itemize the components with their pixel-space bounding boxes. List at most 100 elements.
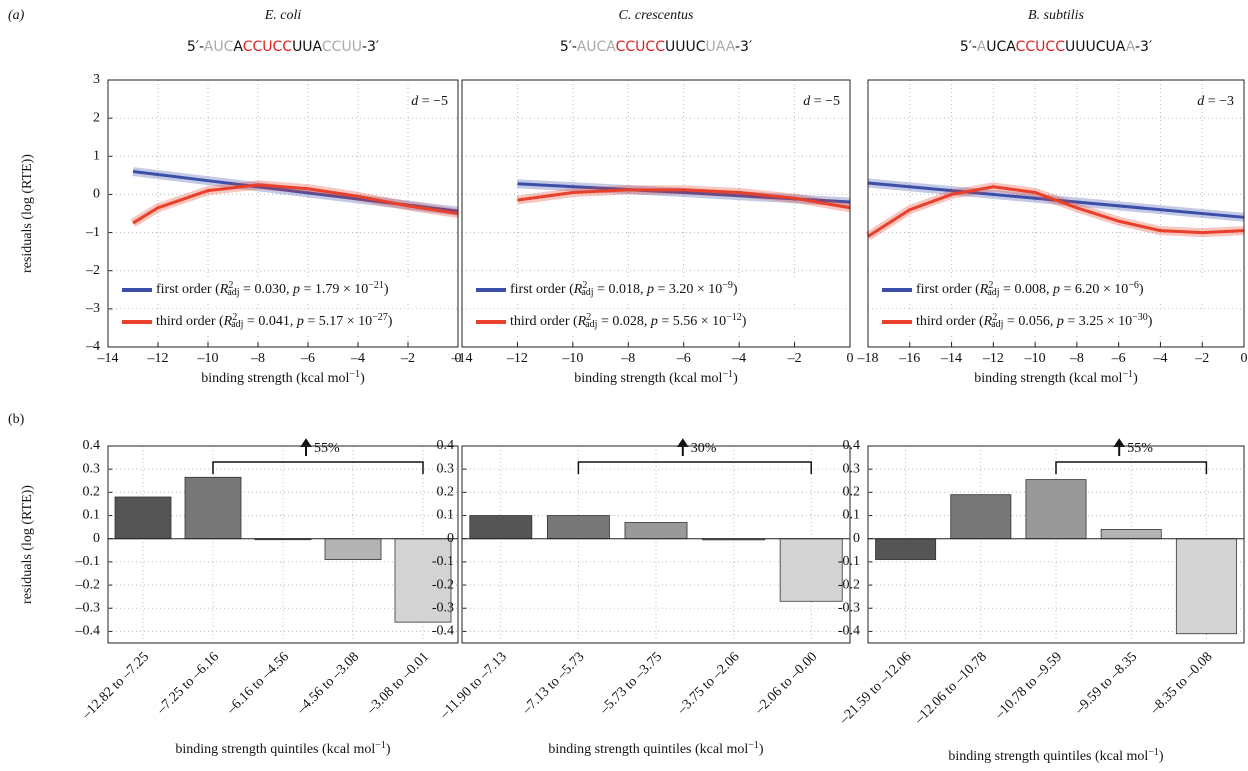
chart-title: B. subtilis — [1028, 8, 1085, 23]
y-axis-label: residuals (log (RTE)) — [20, 485, 35, 604]
sequence-part: -3′ — [362, 39, 379, 55]
y-tick-label: -0.2 — [838, 577, 860, 592]
fit-line — [132, 183, 459, 225]
y-tick-label: 0.1 — [83, 508, 101, 523]
bar — [394, 538, 452, 623]
sequence-part: AUC — [204, 39, 234, 55]
y-tick-label: –3 — [85, 301, 100, 316]
panel-label: (b) — [8, 412, 25, 427]
x-tick-label: –2 — [1194, 351, 1209, 366]
sequence: 5′-AUCACCUCCUUUCUAA-3′ — [560, 39, 752, 55]
annotation: d = −5 — [411, 94, 448, 109]
y-tick-label: 0.1 — [437, 508, 455, 523]
x-tick-label: –10 — [1024, 351, 1046, 366]
bracket-label: 55% — [1127, 441, 1153, 456]
x-axis-label-part: ) — [1133, 371, 1138, 386]
y-tick-label: 0.3 — [437, 461, 455, 476]
x-tick-label: –9.59 to –8.35 — [1072, 649, 1141, 718]
legend-stat: adj — [991, 319, 1003, 330]
x-axis-label: binding strength quintiles (kcal mol−1) — [948, 747, 1164, 764]
sequence-part: 5′- — [187, 39, 204, 55]
annotation-part: d — [803, 94, 811, 109]
x-axis-label-part: ) — [1159, 749, 1164, 764]
x-axis-label-part: −1 — [375, 740, 386, 751]
x-tick-label: –10 — [197, 351, 219, 366]
legend-stat: = 1.79 × 10 — [300, 282, 368, 297]
y-tick-label: -0.3 — [838, 600, 860, 615]
panel-label: (a) — [8, 8, 25, 23]
legend-name: third order — [916, 314, 976, 329]
legend-entry: first order (R2 adj = 0.030, p = 1.79 × 1… — [156, 280, 389, 298]
plot-frame — [461, 445, 851, 644]
annotation-part: = −5 — [810, 94, 840, 109]
legend-stat: −9 — [722, 280, 733, 291]
sequence-part: -3′ — [735, 39, 752, 55]
legend-stat: ) — [388, 314, 393, 329]
legend-bg — [118, 309, 452, 335]
x-tick-label: –2.06 to –0.00 — [752, 649, 821, 718]
legend-stat: = 3.25 × 10 — [1064, 314, 1132, 329]
bracket — [577, 461, 812, 474]
sequence-part: UAA — [706, 39, 736, 55]
legend-stat: adj — [585, 319, 597, 330]
plot-frame — [107, 445, 459, 644]
plot-frame — [461, 79, 851, 348]
x-axis-label-part: binding strength (kcal mol — [201, 371, 349, 386]
annotation-part: = −3 — [1204, 94, 1234, 109]
sequence-part: A — [1126, 39, 1136, 55]
legend-stat: ( — [975, 314, 984, 329]
legend-stat: adj — [987, 287, 999, 298]
legend-stat: adj — [227, 287, 239, 298]
legend-stat: 2 — [586, 312, 591, 323]
legend-stat: p — [1056, 314, 1064, 329]
annotation: d = −3 — [1197, 94, 1234, 109]
bar — [1100, 529, 1162, 540]
plot-frame — [107, 79, 459, 348]
y-tick-label: 0 — [447, 531, 454, 546]
legend-stat: ) — [1139, 282, 1144, 297]
y-tick-label: 0.4 — [83, 438, 101, 453]
x-axis-label-part: −1 — [1122, 369, 1133, 380]
bar — [469, 515, 533, 540]
legend-stat: ) — [384, 282, 389, 297]
bar — [114, 496, 172, 540]
x-tick-label: 0 — [847, 351, 854, 366]
annotation: d = −5 — [803, 94, 840, 109]
x-tick-label: –10 — [561, 351, 583, 366]
y-tick-label: –0.1 — [75, 554, 101, 569]
legend-stat: R — [219, 282, 229, 297]
bar — [324, 538, 382, 560]
x-axis-label-part: binding strength (kcal mol — [574, 371, 722, 386]
legend-stat: = 0.030, — [240, 282, 293, 297]
fit-line — [867, 185, 1245, 238]
sequence-part: CCUCC — [1016, 39, 1066, 55]
legend-stat: ) — [742, 314, 747, 329]
y-tick-label: –0.2 — [75, 577, 101, 592]
sequence-part: CCUU — [322, 39, 362, 55]
legend-stat: ( — [972, 282, 981, 297]
legend-stat: 2 — [992, 312, 997, 323]
legend-stat: ( — [212, 282, 221, 297]
x-axis-label-part: −1 — [1148, 747, 1159, 758]
x-tick-label: –6 — [300, 351, 315, 366]
legend-stat: 2 — [582, 280, 587, 291]
x-tick-label: –6 — [676, 351, 691, 366]
chart-title: E. coli — [264, 8, 302, 23]
plot-frame — [867, 445, 1245, 644]
sequence-part: 5′- — [560, 39, 577, 55]
x-axis-label-part: binding strength quintiles (kcal mol — [175, 742, 375, 757]
arrow — [1113, 438, 1126, 456]
legend-stat: −21 — [368, 280, 384, 291]
legend-stat: 2 — [988, 280, 993, 291]
plot-frame — [867, 79, 1245, 348]
x-tick-label: 0 — [455, 351, 462, 366]
sequence-part: UUUC — [665, 39, 706, 55]
y-tick-label: -0.1 — [838, 554, 860, 569]
y-tick-label: 0 — [93, 187, 100, 202]
legend-stat: 2 — [232, 312, 237, 323]
y-tick-label: 0.4 — [437, 438, 455, 453]
x-tick-label: –14 — [97, 351, 119, 366]
y-axis-label: residuals (log (RTE)) — [20, 154, 35, 273]
legend-stat: 2 — [228, 280, 233, 291]
y-tick-label: -0.2 — [432, 577, 454, 592]
